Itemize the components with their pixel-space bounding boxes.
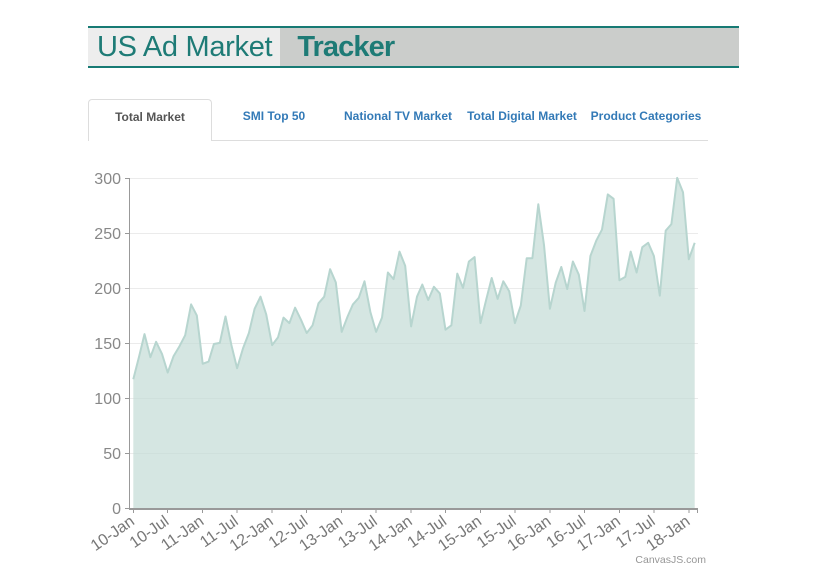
svg-text:300: 300	[94, 171, 121, 188]
svg-text:0: 0	[112, 501, 121, 518]
svg-text:150: 150	[94, 336, 121, 353]
svg-text:CanvasJS.com: CanvasJS.com	[635, 554, 706, 566]
svg-text:250: 250	[94, 226, 121, 243]
svg-text:10-Jan: 10-Jan	[88, 513, 138, 555]
svg-text:200: 200	[94, 281, 121, 298]
svg-text:100: 100	[94, 391, 121, 408]
svg-text:50: 50	[103, 446, 121, 463]
